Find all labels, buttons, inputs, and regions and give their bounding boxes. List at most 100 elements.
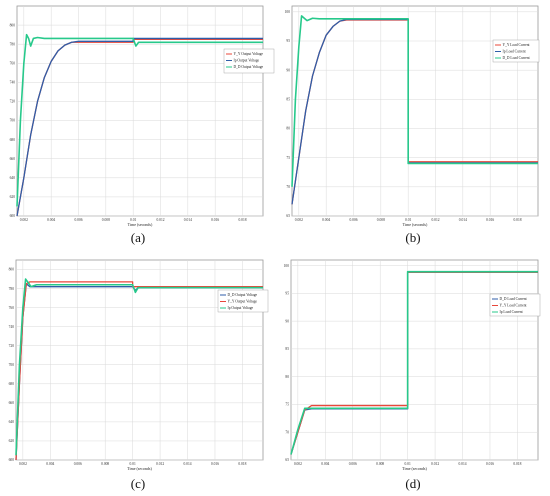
y-tick-label: 85 (285, 347, 289, 351)
y-tick-label: 65 (285, 458, 289, 462)
caption-c: (c) (130, 476, 146, 491)
legend: D_D Output Voltage Y_Y Output Voltage Ip O… (217, 289, 269, 313)
y-tick-label: 680 (9, 382, 15, 386)
y-tick-label: 90 (286, 68, 290, 72)
x-axis-label: Time (seconds) (402, 466, 427, 471)
x-tick-label: 0.01 (129, 462, 135, 466)
caption-a: (a) (130, 230, 146, 245)
legend-entry: Y_Y Output Voltage (228, 300, 258, 304)
chart-panel-c: 0.002 0.004 0.006 0.008 0.01 0.012 0.014 0.016 0… (0, 248, 275, 496)
legend-entry: Ip Load Current (503, 50, 526, 54)
y-tick-label: 800 (10, 23, 16, 27)
y-tick-label: 660 (10, 157, 16, 161)
x-tick-label: 0.006 (74, 462, 82, 466)
y-tick-label: 640 (9, 420, 15, 424)
x-tick-label: 0.012 (431, 462, 439, 466)
x-tick-label: 0.014 (184, 218, 192, 222)
y-tick-label: 85 (286, 98, 290, 102)
x-tick-label: 0.008 (376, 462, 384, 466)
caption-d: (d) (405, 476, 421, 491)
x-tick-label: 0.014 (183, 462, 191, 466)
x-tick-label: 0.004 (47, 218, 55, 222)
y-tick-label: 75 (285, 403, 289, 407)
x-tick-label: 0.006 (74, 218, 82, 222)
y-tick-label: 760 (10, 61, 16, 65)
x-tick-label: 0.012 (156, 218, 164, 222)
chart-a: 0.002 0.004 0.006 0.008 0.01 0.012 0.014 0.016 0… (10, 5, 275, 227)
plot-area (16, 5, 264, 217)
y-tick-label: 600 (9, 458, 15, 462)
y-tick-label: 600 (10, 214, 16, 218)
y-tick-label: 740 (10, 81, 16, 85)
x-tick-label: 0.018 (513, 218, 521, 222)
x-axis-label: Time (seconds) (403, 222, 428, 227)
y-tick-label: 65 (286, 214, 290, 218)
x-tick-label: 0.012 (156, 462, 164, 466)
x-tick-label: 0.016 (486, 218, 494, 222)
y-tick-label: 780 (9, 287, 15, 291)
y-tick-label: 95 (285, 292, 289, 296)
legend-entry: Ip Load Current (500, 310, 523, 314)
legend-entry: D_D Output Voltage (228, 293, 258, 297)
series-line-3 (291, 15, 538, 187)
series-line-3 (290, 270, 538, 455)
x-tick-label: 0.01 (405, 218, 411, 222)
chart-panel-d: 0.002 0.004 0.006 0.008 0.01 0.012 0.014 0.016 0… (275, 248, 550, 496)
y-tick-label: 720 (10, 100, 16, 104)
x-tick-label: 0.006 (349, 462, 357, 466)
y-tick-label: 100 (284, 264, 290, 268)
y-tick-label: 660 (9, 401, 15, 405)
x-axis-label: Time (seconds) (128, 222, 153, 227)
y-tick-label: 740 (9, 325, 15, 329)
legend: Y_Y Output Voltage Ip Output Voltage D_D O… (223, 48, 275, 74)
x-tick-label: 0.008 (102, 218, 110, 222)
legend-box (217, 289, 269, 313)
x-tick-label: 0.016 (486, 462, 494, 466)
plot-area (290, 259, 539, 461)
y-tick-label: 760 (9, 306, 15, 310)
y-tick-label: 80 (286, 127, 290, 131)
series-line-2 (16, 37, 263, 217)
y-tick-label: 75 (286, 156, 290, 160)
y-tick-label: 800 (9, 268, 15, 272)
x-tick-label: 0.01 (130, 218, 136, 222)
y-tick-label: 80 (285, 375, 289, 379)
plot-area (291, 5, 539, 217)
chart-panel-b: 0.002 0.004 0.006 0.008 0.01 0.012 0.014 0.016 0… (275, 0, 550, 248)
x-tick-label: 0.006 (349, 218, 357, 222)
series-line-3 (16, 33, 263, 207)
y-tick-label: 700 (10, 119, 16, 123)
legend-entry: Y_Y Output Voltage (234, 52, 264, 56)
chart-d: 0.002 0.004 0.006 0.008 0.01 0.012 0.014 0.016 0… (284, 259, 541, 471)
legend-entry: Y_Y Load Current (500, 304, 527, 308)
x-tick-label: 0.016 (211, 218, 219, 222)
x-tick-label: 0.01 (404, 462, 410, 466)
x-tick-label: 0.018 (238, 462, 246, 466)
legend: Y_Y Load Current Ip Load Current D_D Load … (492, 39, 540, 63)
legend-entry: Ip Output Voltage (234, 59, 260, 63)
x-tick-label: 0.002 (294, 462, 302, 466)
chart-panel-a: 0.002 0.004 0.006 0.008 0.01 0.012 0.014 0.016 0… (0, 0, 275, 248)
legend-box (223, 48, 275, 74)
x-tick-label: 0.002 (20, 218, 28, 222)
x-tick-label: 0.002 (19, 462, 27, 466)
x-tick-label: 0.018 (238, 218, 246, 222)
y-tick-label: 95 (286, 39, 290, 43)
legend-box (489, 293, 541, 317)
series-line-3 (15, 278, 263, 456)
y-tick-label: 70 (286, 185, 290, 189)
chart-b: 0.002 0.004 0.006 0.008 0.01 0.012 0.014 0.016 0… (285, 5, 540, 227)
y-tick-label: 70 (285, 430, 289, 434)
legend: D_D Load Current Y_Y Load Current Ip Load … (489, 293, 541, 317)
legend-box (492, 39, 540, 63)
chart-c: 0.002 0.004 0.006 0.008 0.01 0.012 0.014 0.016 0… (9, 259, 269, 471)
x-tick-label: 0.004 (46, 462, 54, 466)
x-tick-label: 0.014 (459, 218, 467, 222)
legend-entry: Ip Output Voltage (228, 306, 254, 310)
y-tick-label: 620 (9, 439, 15, 443)
y-tick-label: 680 (10, 138, 16, 142)
y-tick-label: 620 (10, 195, 16, 199)
y-tick-label: 720 (9, 344, 15, 348)
x-tick-label: 0.004 (321, 462, 329, 466)
x-tick-label: 0.016 (211, 462, 219, 466)
